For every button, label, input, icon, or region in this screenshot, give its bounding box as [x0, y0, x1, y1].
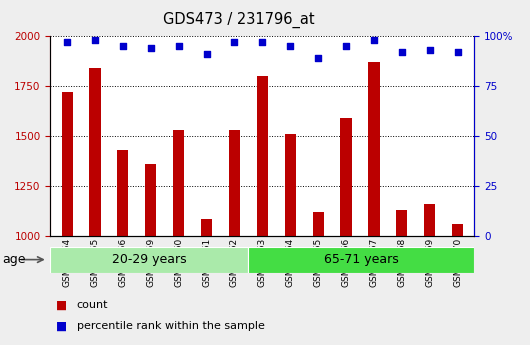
- Point: [230, 39, 239, 45]
- Bar: [61, 92, 73, 345]
- Bar: [257, 76, 268, 345]
- Text: 65-71 years: 65-71 years: [324, 253, 399, 266]
- Bar: [145, 164, 156, 345]
- Point: [202, 51, 211, 57]
- Bar: [285, 134, 296, 345]
- Bar: [201, 219, 212, 345]
- Bar: [173, 130, 184, 345]
- Bar: [248, 247, 474, 273]
- Point: [174, 43, 183, 49]
- Bar: [117, 150, 128, 345]
- Bar: [313, 212, 324, 345]
- Text: ■: ■: [56, 319, 67, 333]
- Bar: [452, 224, 463, 345]
- Point: [314, 56, 322, 61]
- Point: [119, 43, 127, 49]
- Bar: [340, 118, 351, 345]
- Point: [258, 39, 267, 45]
- Text: count: count: [77, 300, 108, 310]
- Point: [286, 43, 295, 49]
- Point: [63, 39, 72, 45]
- Text: GDS473 / 231796_at: GDS473 / 231796_at: [163, 12, 314, 28]
- Text: age: age: [3, 253, 26, 266]
- Bar: [229, 130, 240, 345]
- Text: percentile rank within the sample: percentile rank within the sample: [77, 321, 264, 331]
- Bar: [424, 204, 435, 345]
- Bar: [368, 62, 379, 345]
- Bar: [50, 247, 248, 273]
- Text: 20-29 years: 20-29 years: [112, 253, 187, 266]
- Point: [342, 43, 350, 49]
- Point: [398, 49, 406, 55]
- Bar: [396, 210, 408, 345]
- Point: [453, 49, 462, 55]
- Point: [426, 48, 434, 53]
- Point: [91, 38, 99, 43]
- Text: ■: ■: [56, 299, 67, 312]
- Point: [146, 46, 155, 51]
- Bar: [90, 68, 101, 345]
- Point: [370, 38, 378, 43]
